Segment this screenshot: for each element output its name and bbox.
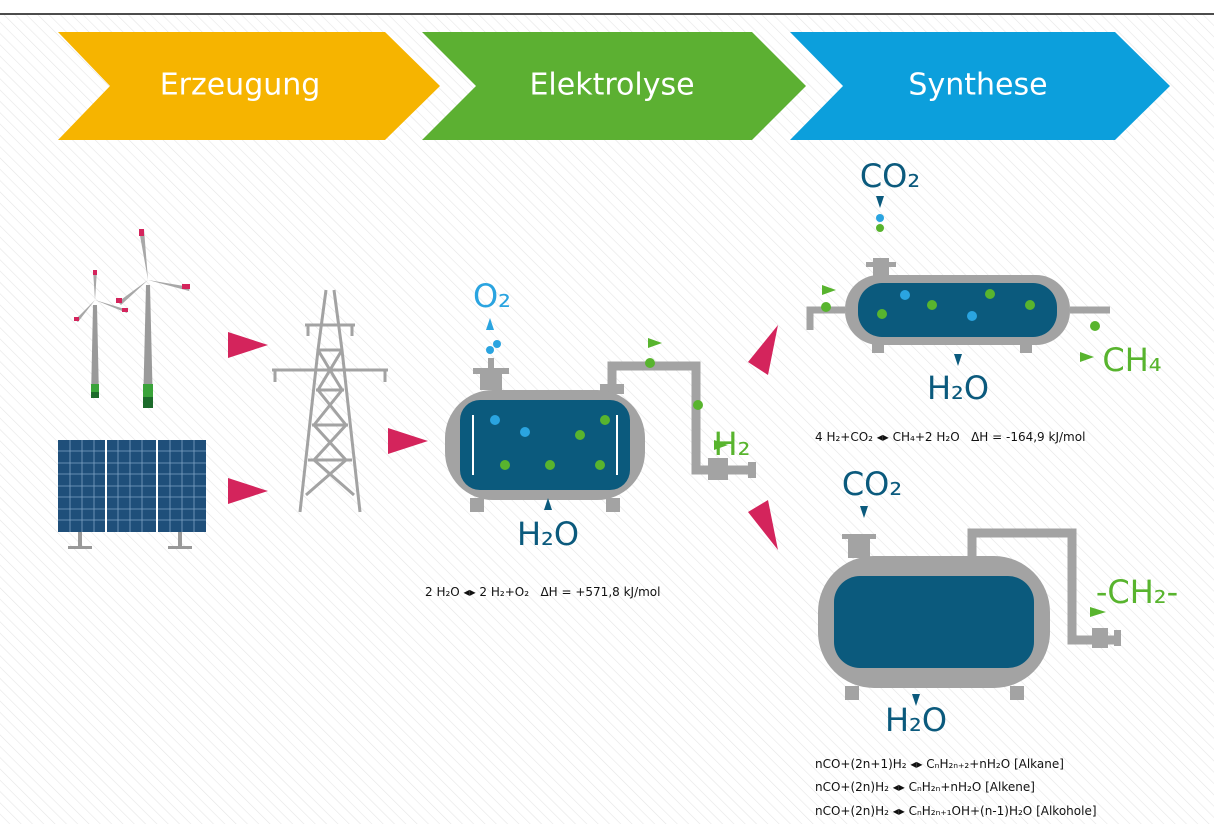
- step-label: Erzeugung: [160, 68, 321, 103]
- synthesis-reactor: [818, 506, 1121, 706]
- water-label: H₂O: [885, 701, 947, 739]
- step-label: Elektrolyse: [529, 68, 694, 103]
- flow-arrow: [748, 325, 778, 375]
- solar-panel: [58, 440, 206, 549]
- step-label: Synthese: [908, 68, 1047, 103]
- equation: nCO+(2n+1)H₂ ◂▸ CₙH₂ₙ₊₂+nH₂O [Alkane]: [815, 757, 1064, 771]
- output-label: -CH₂-: [1096, 573, 1178, 611]
- input-label: CO₂: [842, 465, 902, 503]
- flow-arrow: [748, 500, 778, 550]
- output-label: H₂: [714, 425, 751, 463]
- equation: 2 H₂O ◂▸ 2 H₂+O₂ ΔH = +571,8 kJ/mol: [425, 585, 660, 599]
- wind-turbines: [74, 229, 190, 408]
- flow-arrow: [228, 332, 268, 358]
- power-pylon: [272, 289, 388, 513]
- flow-arrow: [388, 428, 428, 454]
- equation: 4 H₂+CO₂ ◂▸ CH₄+2 H₂O ΔH = -164,9 kJ/mol: [815, 430, 1085, 444]
- input-label: H₂O: [517, 515, 579, 553]
- output-label: O₂: [473, 277, 511, 315]
- chevron: [790, 32, 1170, 140]
- chevron: [422, 32, 806, 140]
- equation: nCO+(2n)H₂ ◂▸ CₙH₂ₙ₊₁OH+(n-1)H₂O [Alkoho…: [815, 804, 1097, 818]
- chevron: [58, 32, 440, 140]
- water-label: H₂O: [927, 369, 989, 407]
- equation: nCO+(2n)H₂ ◂▸ CₙH₂ₙ+nH₂O [Alkene]: [815, 780, 1035, 794]
- flow-arrow: [228, 478, 268, 504]
- methanation-reactor: [806, 196, 1110, 366]
- input-label: CO₂: [860, 157, 920, 195]
- electrolyzer: [445, 318, 756, 512]
- output-label: CH₄: [1102, 341, 1161, 379]
